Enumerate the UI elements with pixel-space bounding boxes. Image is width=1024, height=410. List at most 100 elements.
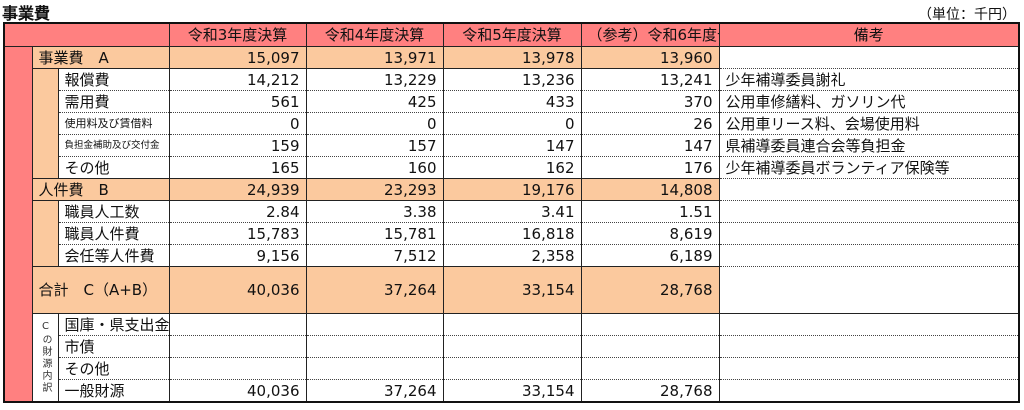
value-cell (168, 357, 307, 380)
remark-cell: 公用車修繕料、ガソリン代 (718, 90, 1020, 113)
value-cell (580, 357, 720, 380)
remark-cell (718, 379, 1020, 402)
row-label: 事業費 A (31, 46, 170, 69)
remark-cell (718, 357, 1020, 380)
remark-cell (718, 244, 1020, 267)
value-cell: 0 (442, 112, 582, 135)
value-cell: 9,156 (168, 244, 307, 267)
value-cell: 561 (168, 90, 307, 113)
value-cell: 433 (442, 90, 582, 113)
value-cell (442, 335, 582, 358)
remark-cell: 少年補導委員ボランティア保険等 (718, 156, 1020, 179)
row-funding-item: Cの財源内訳 国庫・県支出金 (4, 313, 1020, 402)
row-business-item: 負担金補助及び交付金 159 157 147 147 県補導委員連合会等負担金 (4, 134, 1020, 157)
value-cell: 14,808 (580, 178, 720, 201)
value-cell (442, 313, 582, 336)
row-label: 合計 C（A+B） (31, 266, 170, 314)
value-cell (442, 357, 582, 380)
remark-cell (718, 178, 1020, 201)
value-cell: 15,097 (168, 46, 307, 69)
indent-strip (31, 200, 59, 267)
value-cell (168, 313, 307, 336)
value-cell: 159 (168, 134, 307, 157)
value-cell: 3.41 (442, 200, 582, 223)
row-business-item: 需用費 561 425 433 370 公用車修繕料、ガソリン代 (4, 90, 1020, 113)
value-cell: 6,189 (580, 244, 720, 267)
row-label: その他 (57, 357, 170, 380)
value-cell: 40,036 (168, 266, 307, 314)
value-cell: 157 (305, 134, 444, 157)
value-cell: 16,818 (442, 222, 582, 245)
value-cell: 3.38 (305, 200, 444, 223)
row-funding-item: 一般財源 40,036 37,264 33,154 28,768 (4, 379, 1020, 402)
value-cell: 2,358 (442, 244, 582, 267)
col-header-r3: 令和3年度決算 (168, 23, 307, 47)
row-label: 負担金補助及び交付金 (57, 134, 170, 157)
row-label: 使用料及び賃借料 (57, 112, 170, 135)
value-cell: 13,978 (442, 46, 582, 69)
remark-cell (718, 46, 1020, 69)
value-cell: 2.84 (168, 200, 307, 223)
value-cell: 14,212 (168, 68, 307, 91)
expense-table: 令和3年度決算 令和4年度決算 令和5年度決算 （参考）令和6年度予算 備考 事… (3, 22, 1020, 403)
indent-strip (31, 68, 59, 179)
col-header-r4: 令和4年度決算 (305, 23, 444, 47)
value-cell: 13,241 (580, 68, 720, 91)
row-business-total: 事業費 A 15,097 13,971 13,978 13,960 (3, 46, 1020, 403)
value-cell: 28,768 (580, 379, 720, 402)
row-personnel-item: 職員人工数 2.84 3.38 3.41 1.51 (4, 200, 1020, 267)
value-cell: 147 (580, 134, 720, 157)
value-cell: 425 (305, 90, 444, 113)
row-label: 職員人工数 (57, 200, 170, 223)
remark-cell (718, 335, 1020, 358)
remark-cell (718, 313, 1020, 336)
remark-cell: 県補導委員連合会等負担金 (718, 134, 1020, 157)
value-cell (580, 335, 720, 358)
left-strip (3, 46, 33, 403)
row-business-item: 使用料及び賃借料 0 0 0 26 公用車リース料、会場使用料 (4, 112, 1020, 135)
row-personnel-item: 会任等人件費 9,156 7,512 2,358 6,189 (4, 244, 1020, 267)
value-cell: 24,939 (168, 178, 307, 201)
row-funding-item: 市債 (4, 335, 1020, 358)
value-cell: 160 (305, 156, 444, 179)
value-cell: 370 (580, 90, 720, 113)
row-business-item: 報償費 14,212 13,229 13,236 13,241 少年補導委員謝礼 (4, 68, 1020, 179)
value-cell: 165 (168, 156, 307, 179)
value-cell: 13,229 (305, 68, 444, 91)
value-cell: 162 (442, 156, 582, 179)
remark-cell (718, 266, 1020, 314)
value-cell (305, 313, 444, 336)
row-label: 職員人件費 (57, 222, 170, 245)
value-cell: 13,236 (442, 68, 582, 91)
value-cell: 28,768 (580, 266, 720, 314)
row-label: 市債 (57, 335, 170, 358)
value-cell: 33,154 (442, 266, 582, 314)
unit-label: （単位：千円） (918, 7, 1016, 23)
remark-cell: 少年補導委員謝礼 (718, 68, 1020, 91)
value-cell: 37,264 (305, 379, 444, 402)
row-funding-item: その他 (4, 357, 1020, 380)
value-cell: 0 (305, 112, 444, 135)
value-cell: 26 (580, 112, 720, 135)
value-cell: 0 (168, 112, 307, 135)
value-cell (305, 357, 444, 380)
value-cell: 15,783 (168, 222, 307, 245)
funding-section-label: Cの財源内訳 (31, 313, 59, 402)
value-cell: 1.51 (580, 200, 720, 223)
row-label: 会任等人件費 (57, 244, 170, 267)
header-row: 令和3年度決算 令和4年度決算 令和5年度決算 （参考）令和6年度予算 備考 (3, 23, 1020, 47)
row-label: 報償費 (57, 68, 170, 91)
value-cell: 15,781 (305, 222, 444, 245)
value-cell: 23,293 (305, 178, 444, 201)
remark-cell: 公用車リース料、会場使用料 (718, 112, 1020, 135)
col-header-r5: 令和5年度決算 (442, 23, 582, 47)
remark-cell (718, 200, 1020, 223)
value-cell: 13,971 (305, 46, 444, 69)
value-cell (580, 313, 720, 336)
row-personnel-item: 職員人件費 15,783 15,781 16,818 8,619 (4, 222, 1020, 245)
value-cell: 176 (580, 156, 720, 179)
row-label: 一般財源 (57, 379, 170, 402)
value-cell (168, 335, 307, 358)
header-corner (3, 23, 170, 47)
row-label: 人件費 B (31, 178, 170, 201)
